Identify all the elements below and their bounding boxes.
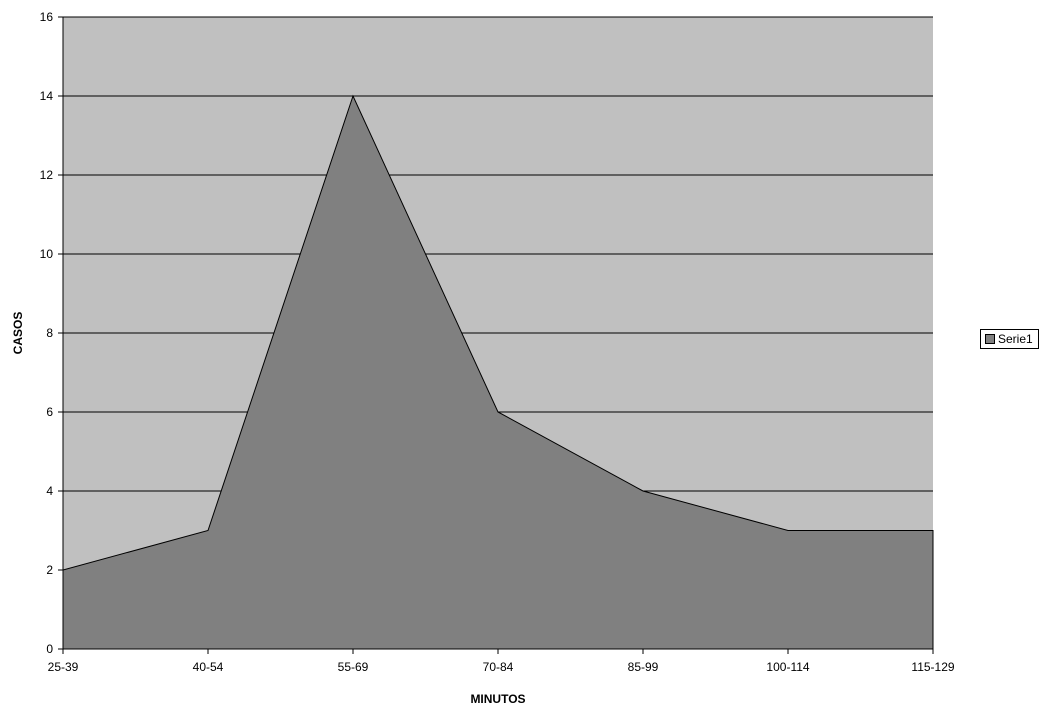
y-tick-label: 2: [46, 563, 53, 577]
y-tick-label: 0: [46, 642, 53, 656]
x-tick-label: 70-84: [483, 660, 514, 674]
y-tick-label: 4: [46, 484, 53, 498]
y-tick-label: 12: [40, 168, 54, 182]
y-tick-label: 16: [40, 10, 54, 24]
y-tick-label: 6: [46, 405, 53, 419]
y-tick-label: 8: [46, 326, 53, 340]
y-tick-label: 14: [40, 89, 54, 103]
x-tick-label: 40-54: [193, 660, 224, 674]
axes: [58, 16, 934, 654]
x-tick-label: 55-69: [338, 660, 369, 674]
legend-swatch-serie1: [985, 334, 995, 344]
legend: Serie1: [980, 329, 1039, 349]
x-tick-label: 85-99: [628, 660, 659, 674]
x-axis-title: MINUTOS: [470, 692, 525, 706]
x-tick-label: 115-129: [911, 660, 954, 674]
x-tick-label: 25-39: [48, 660, 79, 674]
y-tick-label: 10: [40, 247, 54, 261]
x-tick-labels: 25-39 40-54 55-69 70-84 85-99 100-114 115-129: [48, 660, 955, 674]
y-tick-labels: 0 2 4 6 8 10 12 14 16: [40, 10, 54, 656]
y-axis-title: CASOS: [11, 312, 25, 355]
area-series-serie1: [62, 94, 934, 650]
x-tick-label: 100-114: [766, 660, 809, 674]
legend-label-serie1: Serie1: [998, 332, 1033, 346]
